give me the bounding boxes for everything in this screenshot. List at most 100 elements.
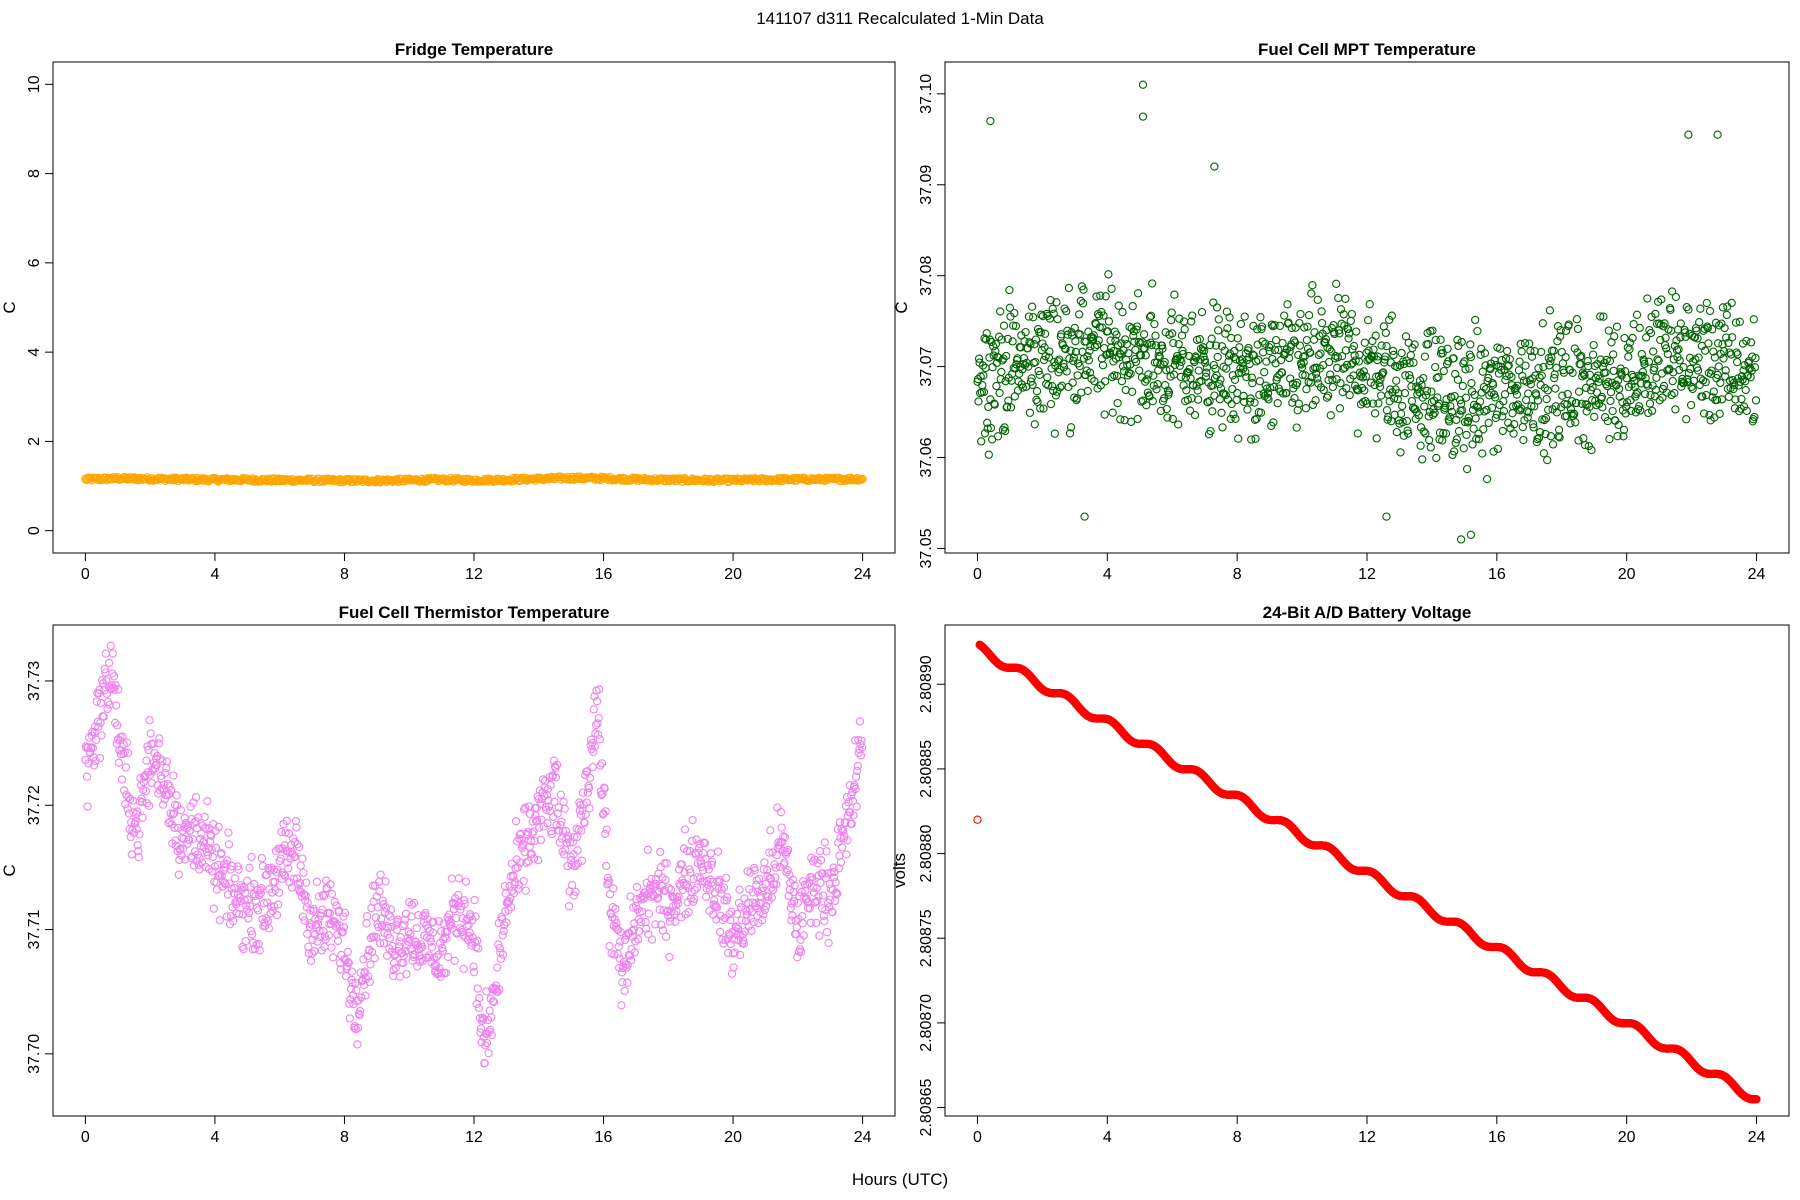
data-point — [671, 901, 681, 910]
data-point — [1218, 423, 1227, 432]
data-point — [1345, 390, 1354, 400]
data-point — [653, 893, 663, 902]
data-point — [1275, 321, 1285, 331]
data-point — [1452, 435, 1461, 444]
data-point — [477, 1016, 487, 1025]
data-point — [727, 969, 737, 978]
data-point — [1264, 395, 1273, 404]
data-point — [468, 933, 478, 942]
data-point — [1352, 327, 1361, 336]
data-point — [1552, 363, 1561, 372]
data-point — [1376, 391, 1386, 400]
data-point — [235, 910, 244, 919]
data-point — [1273, 399, 1282, 408]
data-point — [1721, 372, 1730, 381]
data-point — [1227, 399, 1236, 409]
data-point — [1462, 464, 1472, 474]
data-point — [208, 867, 217, 876]
data-point — [495, 985, 504, 994]
data-point — [783, 845, 793, 855]
data-point — [1353, 429, 1362, 438]
data-point — [1375, 378, 1384, 387]
data-point — [264, 924, 274, 933]
data-point — [304, 942, 313, 952]
data-point — [84, 759, 93, 768]
data-point — [600, 784, 609, 793]
data-point — [1043, 311, 1052, 321]
data-point — [142, 799, 152, 808]
data-point — [1548, 440, 1558, 449]
data-point — [1263, 389, 1273, 398]
data-point — [748, 888, 758, 897]
data-point — [1658, 393, 1667, 402]
data-point — [204, 845, 213, 854]
data-point — [340, 908, 350, 918]
data-point — [1013, 354, 1022, 363]
data-point — [1519, 435, 1528, 445]
data-point — [1526, 346, 1535, 356]
data-point — [1370, 380, 1379, 390]
data-point — [983, 418, 992, 427]
data-point — [1193, 386, 1202, 395]
data-point — [1728, 333, 1737, 342]
data-point — [228, 861, 237, 871]
data-point — [1671, 405, 1680, 414]
data-point — [1316, 349, 1325, 358]
data-point — [850, 781, 859, 790]
data-point — [1666, 326, 1676, 335]
data-point — [1445, 412, 1454, 422]
data-point — [1306, 348, 1315, 357]
data-point — [212, 885, 222, 894]
data-point — [485, 1006, 494, 1015]
data-point — [402, 969, 411, 979]
data-point — [1657, 369, 1667, 378]
data-point — [279, 870, 289, 879]
data-point — [974, 354, 984, 363]
data-point — [1726, 350, 1736, 359]
data-point — [1068, 378, 1077, 387]
data-point — [1489, 447, 1498, 456]
data-point — [657, 475, 666, 484]
data-point — [1122, 340, 1131, 349]
data-point — [1032, 387, 1042, 396]
data-point — [345, 1014, 355, 1023]
data-point — [229, 916, 238, 926]
data-point — [1322, 326, 1331, 335]
data-point — [1479, 425, 1488, 434]
data-point — [839, 826, 848, 835]
data-point — [1194, 395, 1203, 404]
data-point — [137, 794, 146, 803]
data-point — [328, 953, 338, 962]
data-point — [773, 475, 782, 484]
data-point — [689, 874, 698, 884]
data-point — [1248, 379, 1257, 388]
data-point — [365, 945, 374, 954]
data-point — [1581, 383, 1591, 393]
data-point — [1421, 429, 1430, 438]
data-point — [553, 809, 562, 818]
data-point — [96, 698, 106, 708]
data-point — [821, 873, 831, 883]
data-point — [752, 876, 761, 885]
data-point — [1370, 409, 1380, 418]
data-point — [1512, 390, 1522, 399]
data-point — [570, 832, 579, 842]
data-point — [790, 881, 799, 890]
data-point — [1150, 319, 1159, 329]
data-point — [572, 832, 582, 842]
data-point — [620, 935, 630, 945]
data-point — [1131, 357, 1141, 367]
data-point — [734, 898, 744, 908]
data-point — [1558, 391, 1567, 400]
data-point — [1040, 329, 1050, 338]
data-point — [674, 892, 683, 901]
data-point — [169, 771, 178, 780]
data-point — [1397, 348, 1406, 358]
data-point — [1553, 337, 1562, 346]
data-point — [1572, 398, 1581, 408]
data-point — [184, 835, 194, 845]
data-point — [1643, 381, 1652, 390]
data-point — [438, 943, 447, 953]
data-point — [848, 796, 858, 806]
